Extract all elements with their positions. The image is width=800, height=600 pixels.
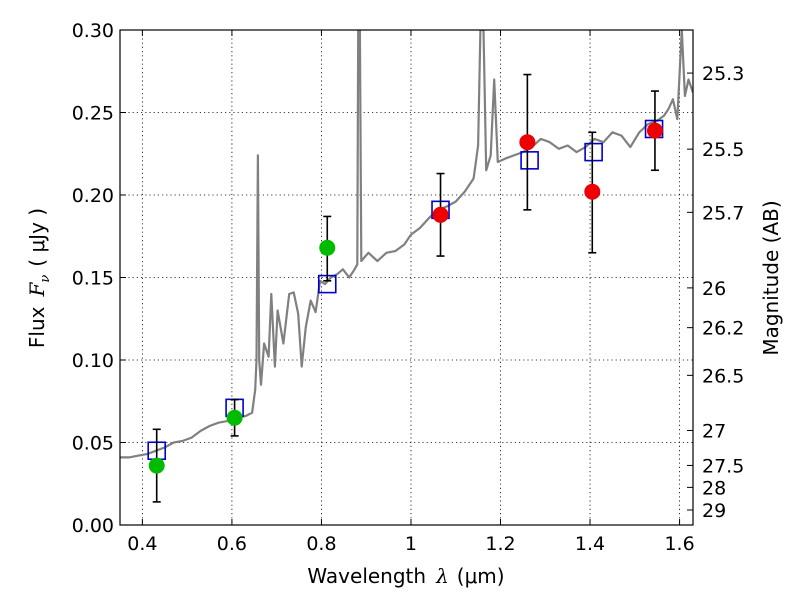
x-tick-label: 0.4 xyxy=(127,533,157,555)
x-tick-label: 0.8 xyxy=(306,533,336,555)
x-tick-label: 1.4 xyxy=(575,533,605,555)
right-tick-label: 25.7 xyxy=(702,202,744,224)
axes: 0.4 0.6 0.8 1 1.2 1.4 1.6 0.00 0.05 0.10 0.15 0.20 0… xyxy=(72,20,745,555)
data-point xyxy=(519,134,536,151)
grid xyxy=(120,29,693,526)
data-point xyxy=(148,457,165,474)
right-tick-label: 26 xyxy=(702,278,726,300)
data-point xyxy=(226,409,243,426)
y-tick-label: 0.00 xyxy=(72,515,114,537)
x-tick-label: 1.2 xyxy=(485,533,515,555)
right-tick-label: 26.5 xyxy=(702,365,744,387)
y-tick-label: 0.30 xyxy=(72,20,114,42)
data-point xyxy=(646,122,663,139)
data-point xyxy=(584,183,601,200)
y-tick-label: 0.05 xyxy=(72,433,114,455)
y-tick-label: 0.10 xyxy=(72,350,114,372)
y-tick-label: 0.20 xyxy=(72,185,114,207)
right-axis-title: Magnitude (AB) xyxy=(759,200,783,355)
y-tick-label: 0.25 xyxy=(72,103,114,125)
x-axis-title: Wavelength λ (μm) xyxy=(307,564,504,588)
spectrum-line xyxy=(120,30,693,459)
right-tick-label: 27.5 xyxy=(702,455,744,477)
data-point xyxy=(432,206,449,223)
right-tick-label: 25.5 xyxy=(702,139,744,161)
x-tick-label: 1 xyxy=(405,533,417,555)
data-point xyxy=(319,239,336,256)
y-tick-label: 0.15 xyxy=(72,268,114,290)
x-tick-label: 1.6 xyxy=(664,533,694,555)
model-point xyxy=(584,142,603,162)
x-tick-label: 0.6 xyxy=(217,533,247,555)
y-axis-title: FluxFν( μJy ) xyxy=(25,208,53,348)
right-tick-label: 29 xyxy=(702,500,726,522)
right-tick-label: 26.2 xyxy=(702,318,744,340)
plot-area xyxy=(120,30,693,503)
right-tick-label: 28 xyxy=(702,477,726,499)
right-tick-label: 27 xyxy=(702,420,726,442)
right-tick-label: 25.3 xyxy=(702,63,744,85)
model-point xyxy=(520,151,539,170)
